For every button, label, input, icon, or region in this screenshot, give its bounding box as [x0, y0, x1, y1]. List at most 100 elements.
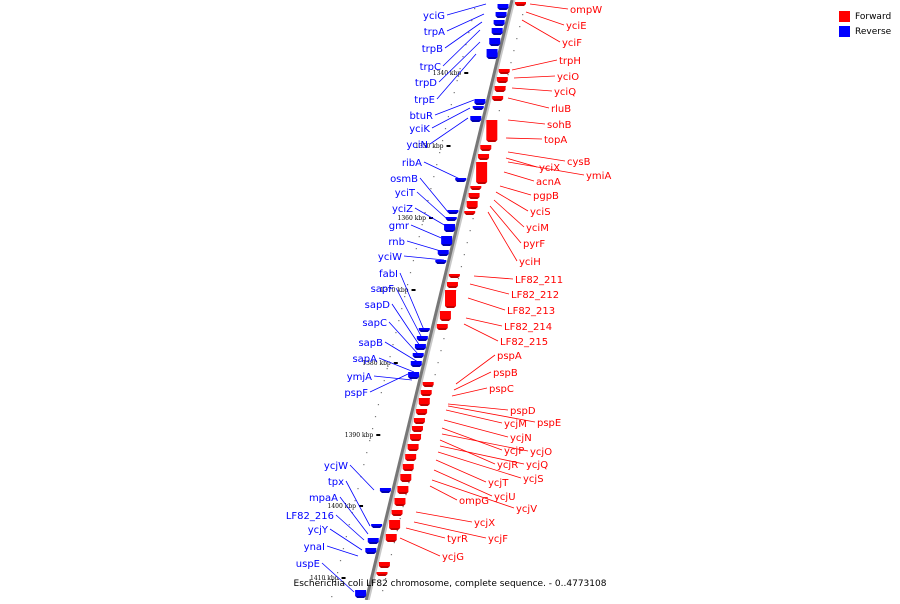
minor-tick: [510, 62, 512, 64]
gene-block-shade: [376, 574, 388, 576]
reverse-gene-label: mpaA: [309, 493, 338, 504]
reverse-leader-line: [438, 41, 481, 83]
gene-block-shade: [470, 120, 482, 122]
forward-gene-label: ycjS: [523, 474, 544, 485]
gene-block-shade: [410, 439, 422, 441]
gene-block-shade: [445, 219, 457, 221]
reverse-leader-line: [436, 53, 477, 100]
gene-block-shade: [480, 149, 492, 151]
minor-tick: [444, 128, 447, 130]
reverse-gene-block: [470, 116, 482, 120]
minor-tick: [385, 578, 387, 580]
forward-gene-label: pspE: [537, 418, 561, 429]
reverse-gene-block: [355, 590, 367, 596]
reverse-gene-block: [493, 20, 505, 24]
minor-tick: [334, 584, 336, 586]
forward-gene-label: ycjM: [504, 419, 527, 430]
gene-block-shade: [437, 254, 449, 256]
minor-tick: [430, 188, 432, 190]
minor-tick: [436, 164, 438, 166]
minor-tick: [354, 500, 356, 502]
gene-block-shade: [365, 552, 377, 554]
forward-gene-label: ycjU: [494, 492, 516, 503]
forward-gene-block: [422, 382, 434, 385]
minor-tick: [390, 554, 393, 556]
forward-leader-line: [505, 137, 543, 140]
legend: Forward Reverse: [839, 9, 891, 39]
tick-label: 1400 kbp: [328, 503, 357, 510]
minor-tick: [348, 524, 350, 526]
forward-gene-label: pspB: [493, 368, 518, 379]
reverse-gene-block: [491, 28, 503, 33]
reverse-gene-block: [447, 210, 459, 212]
minor-tick: [345, 536, 347, 538]
minor-tick: [418, 236, 420, 238]
reverse-leader-line: [335, 514, 365, 541]
forward-leader-line: [415, 511, 473, 523]
gene-block-shade: [464, 213, 476, 215]
forward-gene-label: ycjP: [504, 446, 524, 457]
forward-leader-line: [441, 427, 503, 451]
gene-block-shade: [411, 430, 423, 432]
reverse-leader-line: [395, 287, 423, 339]
reverse-leader-line: [446, 3, 487, 16]
gene-block-shade: [495, 16, 507, 18]
forward-gene-label: sohB: [547, 120, 572, 131]
gene-block-shade: [422, 385, 434, 387]
minor-tick: [463, 254, 465, 256]
major-tick: [446, 145, 451, 147]
minor-tick: [459, 68, 461, 70]
forward-leader-line: [437, 451, 522, 479]
forward-gene-label: yciM: [526, 223, 549, 234]
gene-block-shade: [476, 182, 488, 184]
reverse-gene-label: LF82_216: [286, 511, 334, 522]
forward-leader-line: [405, 527, 446, 539]
forward-gene-block: [405, 454, 417, 459]
forward-leader-line: [495, 191, 529, 212]
reverse-leader-line: [321, 562, 355, 593]
minor-tick: [369, 440, 371, 442]
reverse-gene-label: btuR: [409, 111, 433, 122]
minor-tick: [342, 548, 345, 550]
reverse-gene-block: [472, 106, 484, 108]
forward-leader-line: [493, 199, 525, 228]
minor-tick: [409, 272, 412, 274]
reverse-gene-label: ymjA: [347, 372, 372, 383]
forward-leader-line: [399, 537, 441, 557]
reverse-leader-line: [369, 373, 409, 393]
forward-gene-block: [445, 290, 457, 306]
forward-gene-block: [494, 86, 506, 90]
minor-tick: [437, 362, 439, 364]
forward-gene-label: ymiA: [586, 171, 611, 182]
gene-block-shade: [466, 207, 478, 209]
tick-label: 1380 kbp: [362, 360, 391, 367]
reverse-leader-line: [373, 375, 413, 381]
gene-block-shade: [400, 480, 412, 482]
forward-leader-line: [467, 297, 506, 311]
gene-block-shade: [486, 57, 498, 59]
minor-tick: [398, 320, 400, 322]
forward-leader-line: [525, 11, 565, 26]
forward-gene-block: [492, 96, 504, 99]
legend-reverse-label: Reverse: [855, 26, 892, 37]
forward-gene-label: tyrR: [447, 534, 468, 545]
minor-tick: [453, 92, 455, 94]
forward-leader-line: [453, 371, 492, 391]
reverse-leader-line: [444, 21, 483, 49]
forward-leader-line: [505, 157, 538, 168]
gene-block-shade: [407, 449, 419, 451]
forward-gene-block: [394, 498, 406, 504]
gene-block-shade: [446, 286, 458, 288]
forward-gene-label: ycjF: [488, 534, 508, 545]
forward-gene-label: ompW: [570, 5, 602, 16]
minor-tick: [474, 8, 476, 10]
reverse-gene-block: [444, 224, 456, 230]
legend-reverse-swatch: [839, 26, 850, 37]
minor-tick: [468, 32, 470, 34]
forward-leader-line: [445, 409, 503, 424]
forward-gene-block: [410, 434, 422, 439]
gene-block-shade: [371, 526, 383, 528]
gene-block-shade: [436, 328, 448, 330]
forward-leader-line: [469, 283, 510, 295]
